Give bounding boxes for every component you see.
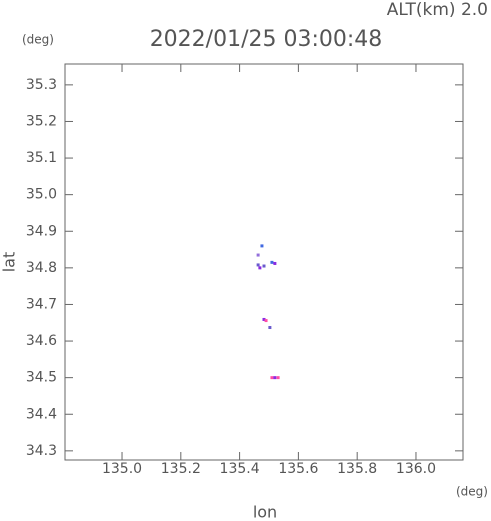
y-tick-label: 34.8	[26, 260, 57, 276]
x-unit: (deg)	[456, 485, 488, 499]
point	[264, 319, 268, 323]
point	[258, 266, 262, 270]
y-tick-label: 35.3	[26, 77, 57, 93]
y-unit: (deg)	[22, 33, 54, 47]
point	[273, 376, 277, 380]
y-tick-label: 34.3	[26, 443, 57, 459]
x-tick-label: 136.0	[396, 461, 436, 477]
x-tick-label: 135.6	[278, 461, 318, 477]
chart-title: 2022/01/25 03:00:48	[150, 27, 383, 52]
altitude: ALT(km) 2.0	[387, 0, 488, 20]
plot-frame	[64, 63, 464, 461]
y-tick-label: 35.1	[26, 150, 57, 166]
y-tick-label: 35.0	[26, 187, 57, 203]
y-tick-label: 34.4	[26, 406, 57, 422]
point	[256, 263, 260, 267]
point	[276, 376, 280, 380]
point	[273, 261, 277, 265]
x-tick-label: 135.8	[337, 461, 377, 477]
y-tick-label: 34.5	[26, 370, 57, 386]
point	[260, 244, 264, 248]
y-tick-label: 35.2	[26, 113, 57, 129]
y-tick-label: 34.9	[26, 223, 57, 239]
x-tick-label: 135.2	[161, 461, 201, 477]
point	[256, 253, 260, 257]
x-tick-label: 135.0	[102, 461, 142, 477]
point	[268, 326, 272, 330]
point	[270, 260, 274, 264]
y-tick-label: 34.6	[26, 333, 57, 349]
point	[270, 376, 274, 380]
point	[262, 317, 266, 321]
x-tick-label: 135.4	[220, 461, 260, 477]
y-axis-label: lat	[0, 252, 19, 273]
x-axis-label: lon	[253, 503, 277, 521]
point	[262, 264, 266, 268]
y-tick-label: 34.7	[26, 296, 57, 312]
